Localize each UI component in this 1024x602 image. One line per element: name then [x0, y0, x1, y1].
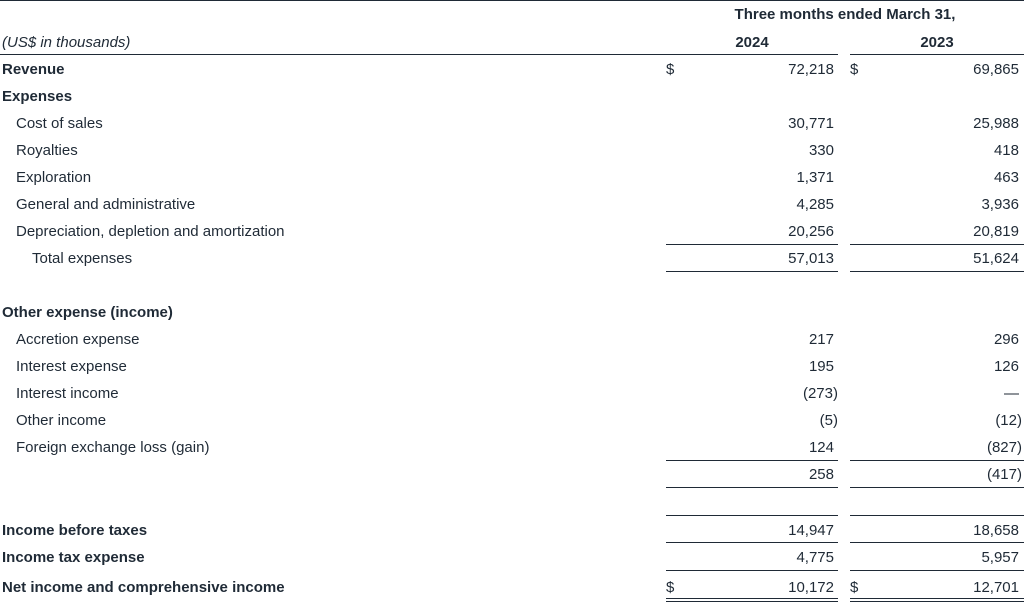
- total-rule-2023: [850, 487, 1024, 488]
- section-rule-2023: [850, 515, 1024, 516]
- row-label: Exploration: [16, 169, 92, 186]
- row-label: Interest expense: [16, 358, 127, 375]
- value-2023: (827): [986, 439, 1022, 456]
- table-row-other-income: Other income (5) (12): [0, 407, 1024, 434]
- value-2024: 20,256: [788, 223, 834, 240]
- value-2023: 12,701: [973, 579, 1019, 596]
- value-2024: 14,947: [788, 522, 834, 539]
- total-rule-2023: [850, 271, 1024, 272]
- value-2024: 330: [808, 142, 834, 159]
- subtotal-rule-2024: [666, 460, 838, 461]
- double-rule-2024: [666, 598, 838, 599]
- top-rule: [0, 0, 1024, 1]
- table-row-income-tax: Income tax expense 4,775 5,957: [0, 544, 1024, 571]
- value-2024: 4,775: [796, 549, 834, 566]
- value-2023: 418: [993, 142, 1019, 159]
- table-row-income-before-taxes: Income before taxes 14,947 18,658: [0, 517, 1024, 544]
- value-2024: 258: [808, 466, 834, 483]
- value-2024: 124: [808, 439, 834, 456]
- value-2024: 10,172: [788, 579, 834, 596]
- value-2024: 195: [808, 358, 834, 375]
- row-label: Depreciation, depletion and amortization: [16, 223, 285, 240]
- row-label: Income before taxes: [2, 522, 148, 539]
- rule-2023: [850, 570, 1024, 571]
- table-row-interest-income: Interest income (273) —: [0, 380, 1024, 407]
- table-row-interest-expense: Interest expense 195 126: [0, 353, 1024, 380]
- value-2024: 4,285: [796, 196, 834, 213]
- value-2024: 30,771: [788, 115, 834, 132]
- column-header-2023: 2023: [920, 34, 954, 51]
- row-label: Total expenses: [32, 250, 133, 267]
- table-row-total-expenses: Total expenses 57,013 51,624: [0, 245, 1024, 272]
- value-2023: 18,658: [973, 522, 1019, 539]
- currency-symbol: $: [850, 579, 859, 596]
- table-row-expenses-heading: Expenses: [0, 83, 1024, 110]
- value-2024: (5): [819, 412, 838, 429]
- row-label: Accretion expense: [16, 331, 140, 348]
- value-2023: 126: [993, 358, 1019, 375]
- subtotal-rule-2023: [850, 244, 1024, 245]
- rule-2024: [666, 570, 838, 571]
- value-2023: 3,936: [981, 196, 1019, 213]
- subtotal-rule-2023: [850, 460, 1024, 461]
- value-2024: 217: [808, 331, 834, 348]
- value-2023: (417): [986, 466, 1022, 483]
- row-label: Income tax expense: [2, 549, 145, 566]
- value-2024: (273): [802, 385, 838, 402]
- units-label: (US$ in thousands): [2, 34, 131, 51]
- currency-symbol: $: [666, 579, 675, 596]
- value-2024: 1,371: [796, 169, 834, 186]
- table-row-royalties: Royalties 330 418: [0, 137, 1024, 164]
- total-rule-2024: [666, 487, 838, 488]
- value-2023: 296: [993, 331, 1019, 348]
- header-rule: [0, 54, 838, 55]
- header-rule-2023: [850, 54, 1024, 55]
- table-row-revenue: Revenue $ 72,218 $ 69,865: [0, 56, 1024, 83]
- table-row-exploration: Exploration 1,371 463: [0, 164, 1024, 191]
- row-label: Cost of sales: [16, 115, 103, 132]
- table-row-dda: Depreciation, depletion and amortization…: [0, 218, 1024, 245]
- row-label: Revenue: [2, 61, 65, 78]
- row-label: General and administrative: [16, 196, 196, 213]
- period-header: Three months ended March 31,: [734, 6, 956, 23]
- row-label: Foreign exchange loss (gain): [16, 439, 210, 456]
- value-2024: 57,013: [788, 250, 834, 267]
- section-heading: Other expense (income): [2, 304, 173, 321]
- total-rule-2024: [666, 271, 838, 272]
- value-2023: 20,819: [973, 223, 1019, 240]
- value-2023: 25,988: [973, 115, 1019, 132]
- row-label: Other income: [16, 412, 107, 429]
- table-row-cost-of-sales: Cost of sales 30,771 25,988: [0, 110, 1024, 137]
- value-2023: —: [1004, 385, 1019, 402]
- section-rule-2024: [666, 515, 838, 516]
- row-label: Net income and comprehensive income: [2, 579, 285, 596]
- currency-symbol: $: [666, 61, 675, 78]
- value-2023: (12): [995, 412, 1022, 429]
- table-row-net-income: Net income and comprehensive income $ 10…: [0, 574, 1024, 601]
- column-header-2024: 2024: [735, 34, 769, 51]
- row-label: Interest income: [16, 385, 119, 402]
- table-row-g-and-a: General and administrative 4,285 3,936: [0, 191, 1024, 218]
- table-row-other-expense-heading: Other expense (income): [0, 299, 1024, 326]
- rule-2023: [850, 542, 1024, 543]
- table-row-fx: Foreign exchange loss (gain) 124 (827): [0, 434, 1024, 461]
- subtotal-rule-2024: [666, 244, 838, 245]
- currency-symbol: $: [850, 61, 859, 78]
- section-heading: Expenses: [2, 88, 73, 105]
- value-2023: 5,957: [981, 549, 1019, 566]
- row-label: Royalties: [16, 142, 78, 159]
- value-2023: 463: [993, 169, 1019, 186]
- table-row-other-total: 258 (417): [0, 461, 1024, 488]
- table-row-accretion: Accretion expense 217 296: [0, 326, 1024, 353]
- value-2023: 51,624: [973, 250, 1019, 267]
- rule-2024: [666, 542, 838, 543]
- value-2023: 69,865: [973, 61, 1019, 78]
- value-2024: 72,218: [788, 61, 834, 78]
- double-rule-2023: [850, 598, 1024, 599]
